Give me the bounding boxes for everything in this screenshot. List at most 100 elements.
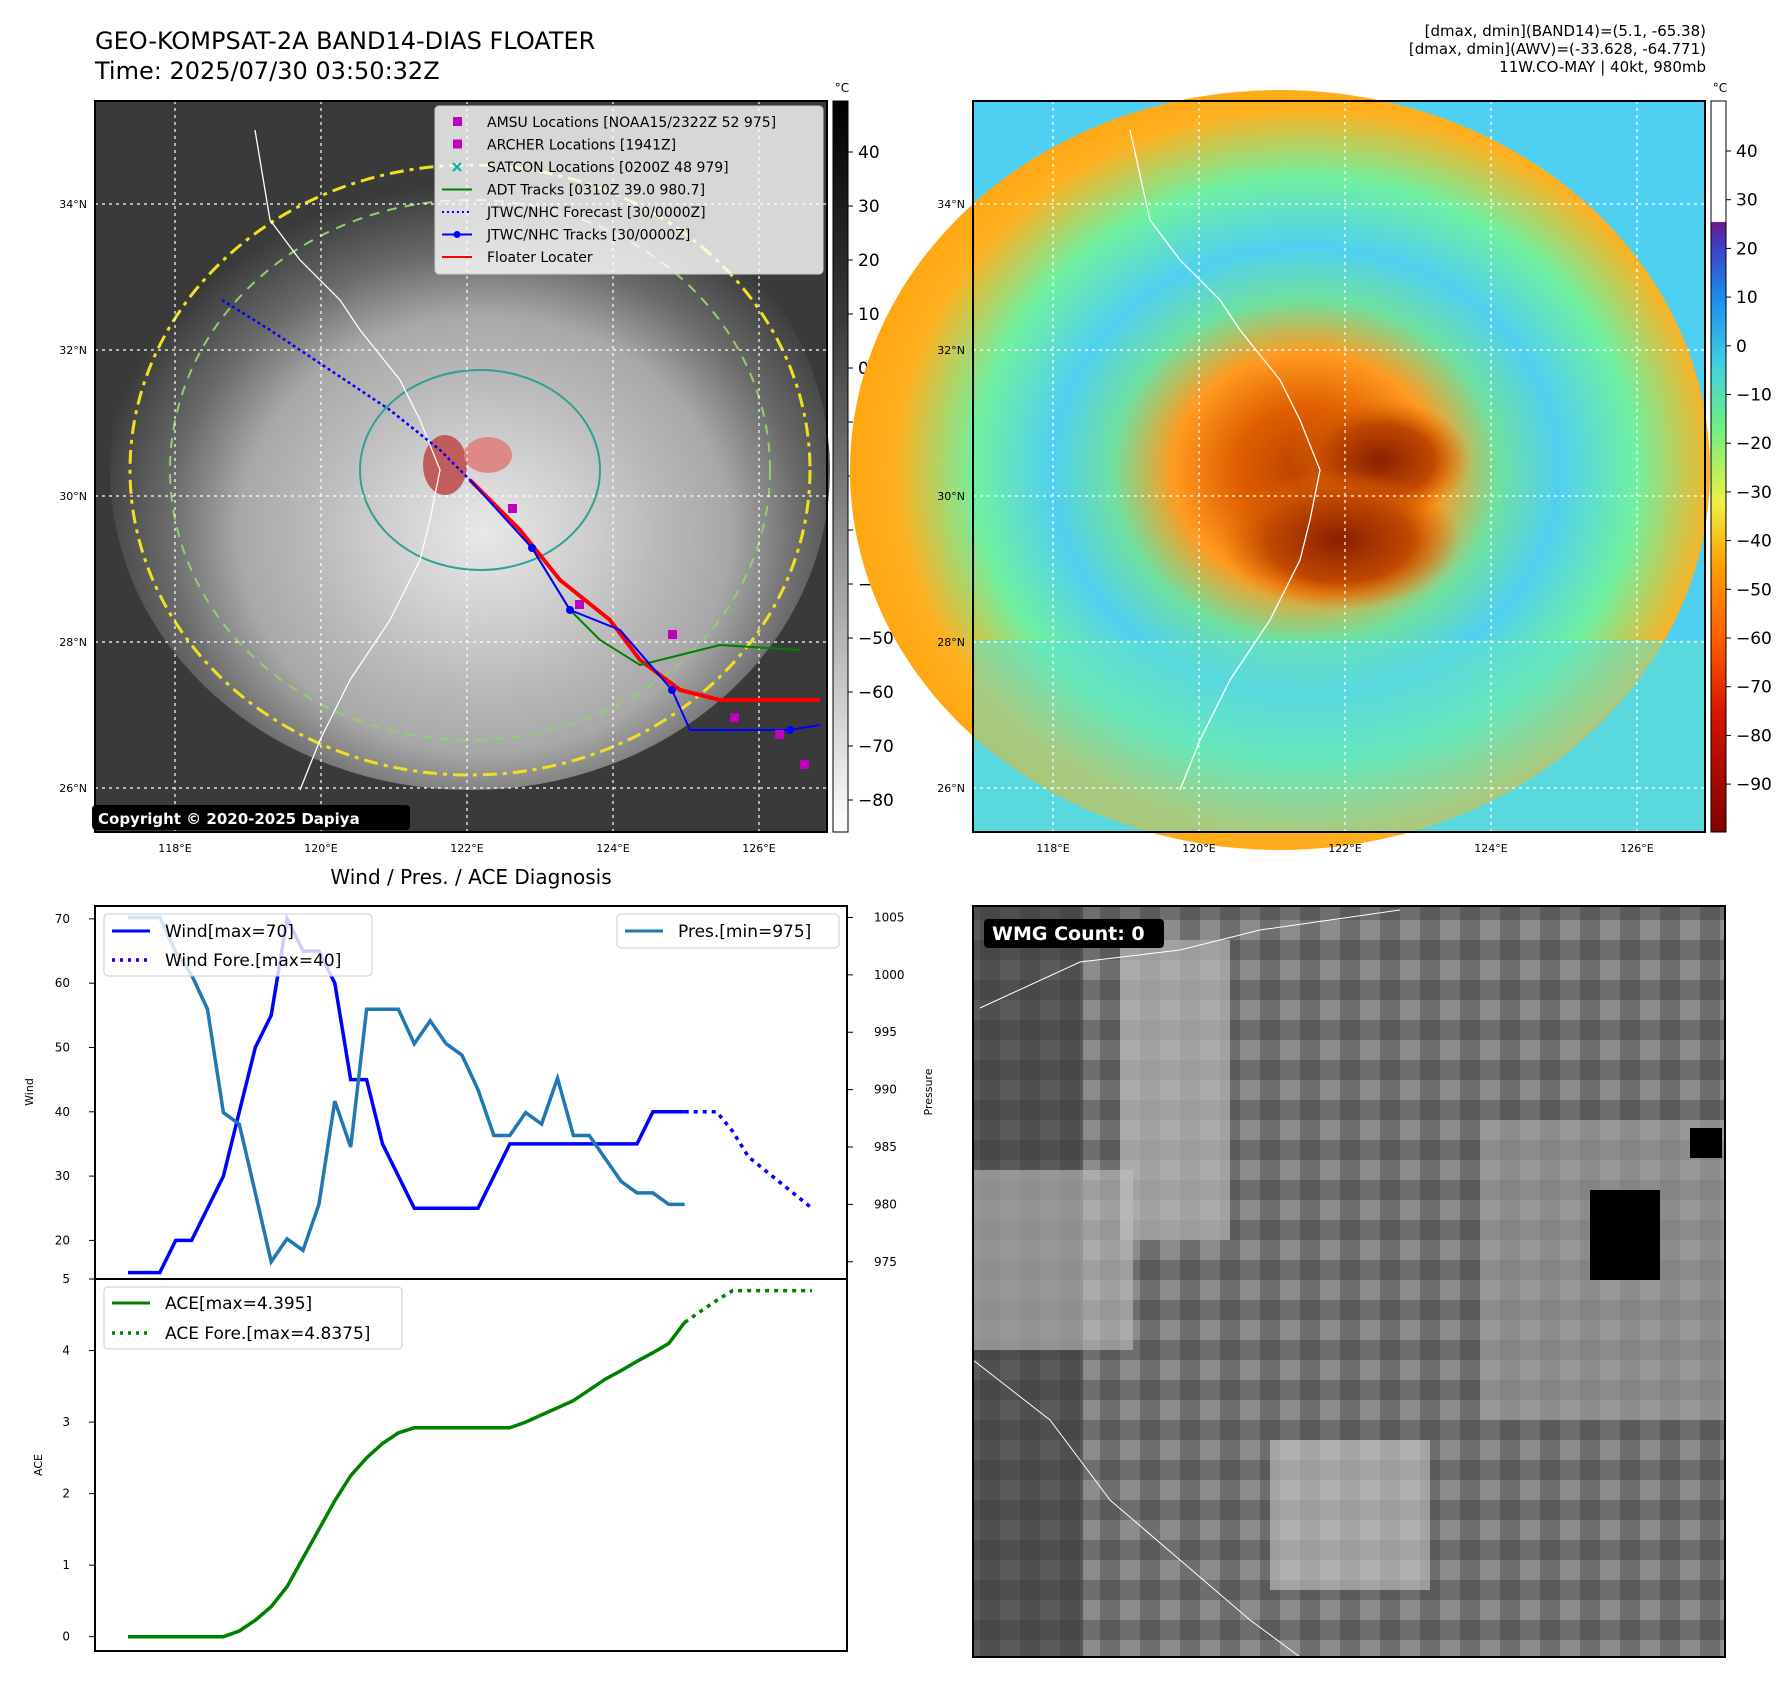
- jtwc-forecast-track: [221, 298, 471, 481]
- wmg-coastline-south: [972, 1359, 1301, 1658]
- awv-colorbar-tick-label: −10: [1736, 386, 1772, 406]
- legend-entry-label: JTWC/NHC Tracks [30/0000Z]: [486, 228, 690, 244]
- wind-forecast-line: [684, 1110, 814, 1210]
- ace-axis-label: ACE: [32, 1454, 45, 1476]
- awv-gridlines: [973, 101, 1705, 832]
- ace-series-line: [128, 1321, 687, 1639]
- legend-entry-label: JTWC/NHC Forecast [30/0000Z]: [486, 205, 706, 221]
- ir-colorbar-tick-label: −60: [858, 683, 894, 703]
- awv-colorbar-tick-label: −50: [1736, 580, 1772, 600]
- ace-fore-legend-label: ACE Fore.[max=4.8375]: [165, 1324, 370, 1344]
- pressure-ytick-label: 1005: [874, 910, 905, 924]
- ir-coastline: [254, 129, 441, 791]
- wmg-frame: [972, 905, 1726, 1658]
- lat-label: 30°N: [59, 490, 87, 503]
- copyright-text: Copyright © 2020-2025 Dapiya: [98, 810, 360, 828]
- ir-contour-teal: [359, 369, 601, 571]
- awv-colorbar-tick-label: −80: [1736, 726, 1772, 746]
- jtwc-track-points: [528, 544, 794, 734]
- pres-legend-box: [616, 913, 840, 949]
- lon-label: 120°E: [304, 842, 337, 855]
- lon-label: 118°E: [1036, 842, 1069, 855]
- diagnosis-title: Wind / Pres. / ACE Diagnosis: [330, 865, 611, 889]
- awv-colorbar-tick-label: −60: [1736, 629, 1772, 649]
- pres-legend-label: Pres.[min=975]: [678, 922, 811, 942]
- ir-colorbar-tick-label: −80: [858, 791, 894, 811]
- awv-colorbar-tick-label: 40: [1736, 142, 1758, 162]
- ir-colorbar-unit: °C: [835, 81, 849, 95]
- lon-label: 124°E: [1474, 842, 1507, 855]
- copyright-badge: [92, 805, 410, 830]
- ir-colorbar-tick-label: −50: [858, 629, 894, 649]
- ace-ytick-label: 3: [62, 1415, 70, 1429]
- amsu-archer-markers: [508, 504, 809, 769]
- wind-ytick-label: 70: [55, 912, 70, 926]
- storm-info: [dmax, dmin](BAND14)=(5.1, -65.38) [dmax…: [1409, 22, 1706, 76]
- ace-legend: ACE[max=4.395] ACE Fore.[max=4.8375]: [103, 1286, 403, 1350]
- pressure-ytick-label: 1000: [874, 968, 905, 982]
- wind-ytick-label: 40: [55, 1105, 70, 1119]
- wind-legend: Wind[max=70] Wind Fore.[max=40] Pres.[mi…: [103, 913, 840, 977]
- legend-square-icon: [453, 139, 462, 149]
- wmg-black-patch-2: [1690, 1128, 1722, 1158]
- ir-map-legend: AMSU Locations [NOAA15/2322Z 52 975] ARCH…: [434, 105, 824, 275]
- ace-ytick-label: 1: [62, 1558, 70, 1572]
- ir-colorbar: [832, 100, 849, 833]
- lat-label: 34°N: [937, 198, 965, 211]
- lon-label: 122°E: [450, 842, 483, 855]
- title-satellite: GEO-KOMPSAT-2A BAND14-DIAS FLOATER: [95, 27, 596, 55]
- ace-ytick-label: 5: [62, 1272, 70, 1286]
- legend-box: [434, 105, 824, 275]
- pressure-ytick-label: 985: [874, 1140, 897, 1154]
- awv-colorbar-tick-label: 20: [1736, 239, 1758, 259]
- wind-ytick-label: 30: [55, 1169, 70, 1183]
- awv-south-moist: [973, 640, 1705, 832]
- ir-colorbar-tick-label: 30: [858, 197, 880, 217]
- lon-label: 120°E: [1182, 842, 1215, 855]
- wmg-count-badge: [984, 919, 1164, 948]
- pressure-ytick-label: 975: [874, 1255, 897, 1269]
- wind-legend-box: [103, 913, 373, 977]
- pressure-ytick-label: 990: [874, 1083, 897, 1097]
- ir-colorbar-tick-label: −70: [858, 737, 894, 757]
- awv-range: [dmax, dmin](AWV)=(-33.628, -64.771): [1408, 40, 1706, 58]
- legend-entry-label: Floater Locater: [487, 250, 593, 266]
- ir-map-panel: AMSU Locations [NOAA15/2322Z 52 975] ARCH…: [59, 81, 894, 855]
- storm-summary: 11W.CO-MAY | 40kt, 980mb: [1499, 58, 1706, 76]
- awv-colorbar: [1710, 100, 1727, 833]
- wind-ytick-label: 60: [55, 976, 70, 990]
- lon-label: 122°E: [1328, 842, 1361, 855]
- figure-title: GEO-KOMPSAT-2A BAND14-DIAS FLOATER Time:…: [95, 26, 595, 86]
- ir-colorbar-tick-label: 10: [858, 305, 880, 325]
- lon-label: 124°E: [596, 842, 629, 855]
- awv-colorbar-tick-label: −90: [1736, 775, 1772, 795]
- title-time: Time: 2025/07/30 03:50:32Z: [95, 57, 440, 85]
- legend-x-icon: [452, 162, 462, 172]
- legend-entry-label: AMSU Locations [NOAA15/2322Z 52 975]: [487, 115, 776, 131]
- legend-entry-label: ADT Tracks [0310Z 39.0 980.7]: [487, 183, 705, 199]
- legend-square-icon: [453, 117, 462, 126]
- awv-map-frame: [972, 100, 1706, 833]
- pressure-series-line: [128, 915, 685, 1267]
- ir-cloud-shield: [110, 150, 830, 790]
- awv-colorbar-tick-label: 30: [1736, 191, 1758, 211]
- wind-axis-label: Wind: [23, 1078, 36, 1106]
- wmg-bright-band: [1120, 940, 1230, 1240]
- ace-legend-box: [103, 1286, 403, 1350]
- wmg-bright-south: [1270, 1440, 1430, 1590]
- awv-coastline: [1129, 129, 1321, 791]
- lat-label: 32°N: [937, 344, 965, 357]
- band14-range: [dmax, dmin](BAND14)=(5.1, -65.38): [1424, 22, 1706, 40]
- lat-label: 30°N: [937, 490, 965, 503]
- lat-label: 26°N: [937, 782, 965, 795]
- wmg-bright-west: [973, 1170, 1133, 1350]
- awv-colorbar-tick-label: 10: [1736, 288, 1758, 308]
- ace-legend-label: ACE[max=4.395]: [165, 1294, 312, 1314]
- wmg-black-patch: [1590, 1190, 1660, 1280]
- wmg-coastline-north: [979, 909, 1401, 1009]
- ace-chart: 0 1 2 3 4 5 ACE ACE[max=4.395] ACE Fore.[max=…: [32, 1272, 848, 1652]
- ir-colorbar-tick-label: 40: [858, 143, 880, 163]
- wind-fore-legend-label: Wind Fore.[max=40]: [165, 951, 341, 971]
- wind-legend-label: Wind[max=70]: [165, 922, 294, 942]
